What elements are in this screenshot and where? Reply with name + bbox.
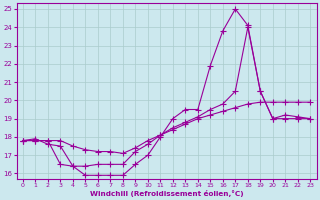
X-axis label: Windchill (Refroidissement éolien,°C): Windchill (Refroidissement éolien,°C)	[90, 190, 244, 197]
